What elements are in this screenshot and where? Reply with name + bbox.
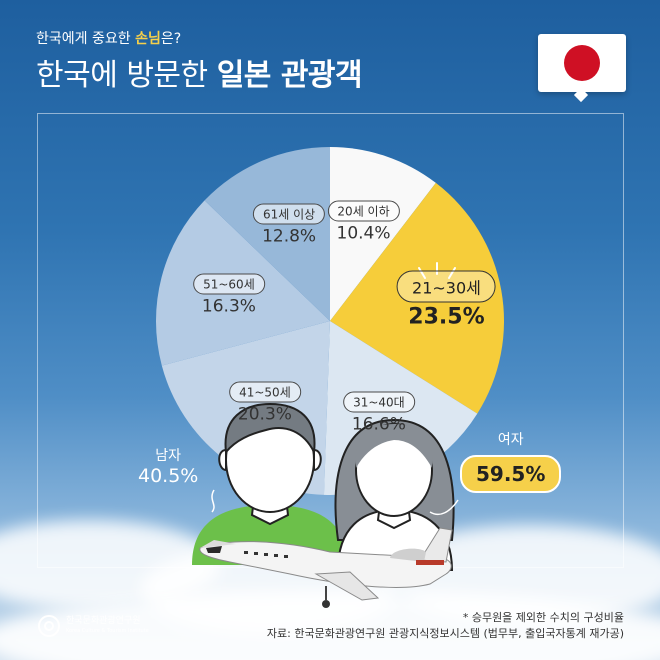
slice-value-label: 12.8% [262, 226, 317, 247]
female-stat: 여자 59.5% [460, 429, 562, 493]
footnote-note: * 승무원을 제외한 수치의 구성비율 [462, 611, 624, 624]
female-value: 59.5% [460, 455, 562, 493]
cloud [0, 590, 660, 660]
subtitle: 한국에게 중요한 손님은? [36, 31, 182, 47]
institute-logo: 한국문화관광연구원 Korea Culture & Tourism Instit… [38, 615, 149, 637]
slice-category-label: 61세 이상 [252, 203, 326, 225]
airplane-icon [199, 527, 453, 608]
pie-slice [330, 182, 505, 414]
pie-slice [330, 147, 436, 321]
slice-category-label: 21~30세 [397, 270, 496, 303]
slice-value-label: 16.3% [201, 296, 256, 317]
slice-label: 41~50세 20.3% [229, 381, 301, 424]
slice-value-label: 20.3% [237, 404, 292, 425]
flag-sun [564, 45, 600, 81]
pie-slice [204, 147, 330, 321]
slice-label: 61세 이상 12.8% [252, 203, 326, 247]
male-value: 40.5% [138, 465, 199, 487]
logo-subtext: Korea Culture & Tourism Institute [66, 628, 149, 634]
slice-label: 21~30세 23.5% [397, 270, 496, 330]
slice-label: 20세 이하 10.4% [327, 200, 400, 244]
female-pointer-line [429, 499, 459, 516]
japan-flag-icon [538, 34, 626, 103]
slice-value-label: 23.5% [408, 304, 485, 330]
male-stat: 남자 40.5% [138, 445, 198, 487]
slice-label: 31~40대 16.6% [343, 391, 415, 435]
male-label: 남자 [155, 448, 182, 464]
footnote: * 승무원을 제외한 수치의 구성비율 자료: 한국문화관광연구원 관광지식정보… [267, 610, 624, 642]
page-title: 한국에 방문한 일본 관광객 [36, 58, 363, 93]
female-label: 여자 [497, 432, 524, 448]
slice-category-label: 31~40대 [343, 391, 415, 413]
male-pointer-line [211, 489, 215, 513]
footnote-source: 자료: 한국문화관광연구원 관광지식정보시스템 (법무부, 출입국자통계 재가공… [266, 627, 624, 640]
slice-category-label: 41~50세 [229, 381, 301, 403]
institute-logo-icon [38, 615, 60, 637]
slice-value-label: 10.4% [336, 223, 391, 244]
slice-category-label: 51~60세 [193, 273, 265, 295]
slice-value-label: 16.6% [351, 414, 406, 435]
slice-label: 51~60세 16.3% [193, 273, 265, 316]
logo-text: 한국문화관광연구원 [66, 616, 141, 626]
slice-category-label: 20세 이하 [327, 200, 400, 222]
highlight-rays [418, 262, 456, 279]
